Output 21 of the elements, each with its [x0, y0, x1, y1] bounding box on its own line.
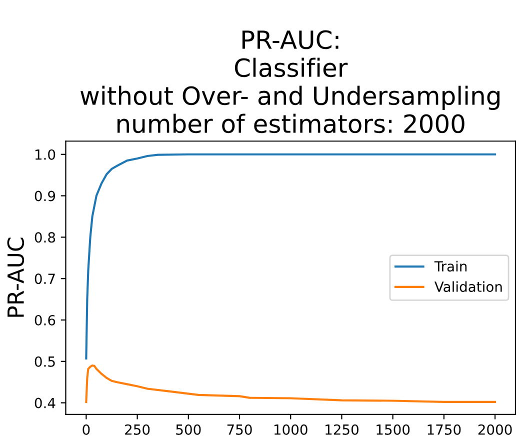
y-tick-label: 0.8	[34, 232, 56, 243]
x-tick-label: 1250	[326, 424, 358, 435]
x-tick-label: 750	[227, 424, 252, 435]
line-series	[85, 364, 496, 404]
x-tick-label: 2000	[478, 424, 512, 435]
x-tick-label: 0	[82, 424, 90, 435]
y-axis-title: PR-AUC	[7, 238, 24, 317]
chart-title: PR-AUC: Classifier without Over- and Undersampling number of estimators: 2000	[80, 30, 500, 134]
x-tick-label: 1500	[376, 424, 410, 435]
legend-label: Train	[434, 260, 467, 272]
legend-label: Validation	[434, 281, 502, 292]
y-tick-label: 1.0	[35, 149, 56, 160]
x-tick-label: 1750	[428, 424, 461, 435]
y-tick-label: 0.9	[34, 190, 56, 202]
y-tick-label: 0.6	[34, 314, 56, 326]
y-tick-label: 0.5	[34, 356, 55, 367]
x-tick-label: 1000	[274, 424, 308, 435]
x-tick-label: 250	[125, 424, 150, 435]
y-tick-label: 0.4	[34, 398, 56, 408]
y-tick-label: 0.7	[34, 274, 55, 284]
x-tick-label: 500	[176, 424, 201, 435]
